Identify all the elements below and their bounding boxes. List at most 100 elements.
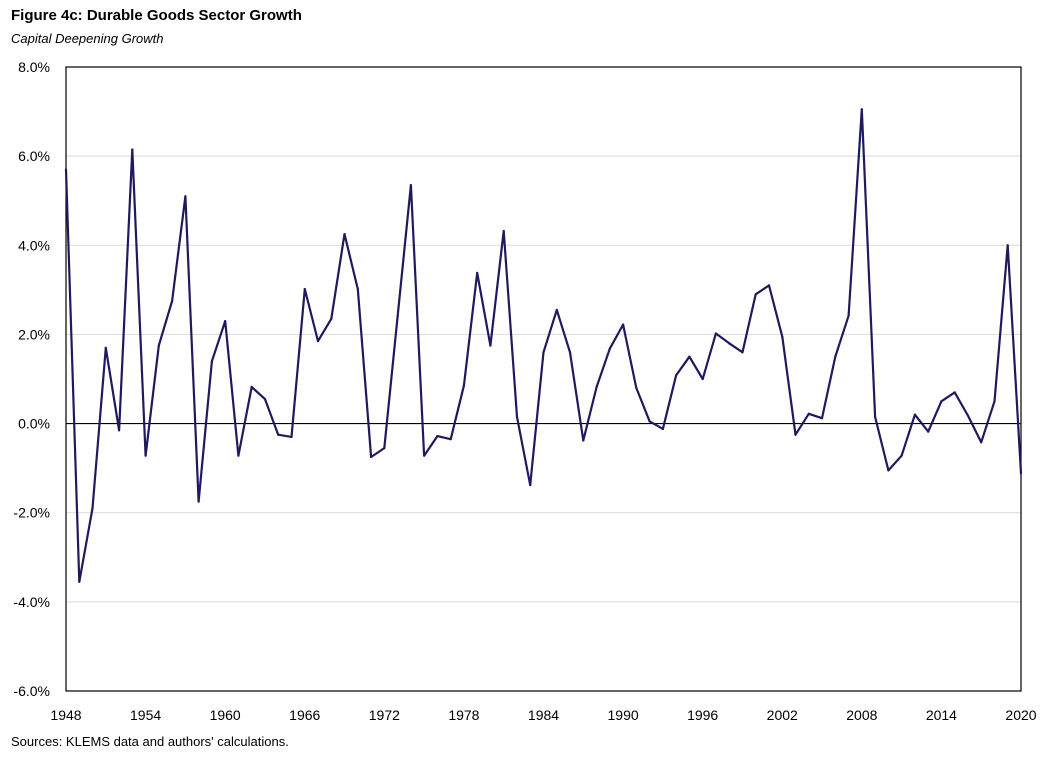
x-tick-label: 1966 [289,707,320,723]
x-tick-label: 2008 [846,707,877,723]
data-point [661,427,664,431]
data-point [396,315,399,318]
chart-subtitle: Capital Deepening Growth [11,31,164,46]
data-point [794,433,797,436]
data-point [741,351,744,354]
y-tick-label: 4.0% [18,237,50,253]
data-point [502,229,505,233]
data-point [595,385,598,389]
data-point [330,317,333,320]
data-point [675,374,678,377]
y-tick-label: -6.0% [13,683,50,699]
data-point [608,347,611,350]
series-line [64,108,1023,583]
data-point [648,420,651,423]
data-point [64,168,68,171]
x-tick-label: 1990 [608,707,639,723]
data-point [131,148,134,151]
data-point [807,412,810,415]
data-point [542,351,545,354]
data-point [157,344,160,347]
data-point [303,287,306,291]
x-tick-label: 1948 [50,707,81,723]
data-point [688,355,691,358]
data-point [927,430,930,433]
x-axis: 1948 1954 1960 1966 1972 1978 1984 1990 1996 2002… [50,707,1036,723]
x-tick-label: 2020 [1005,707,1036,723]
data-point [104,346,107,349]
plot-frame [65,66,1022,692]
x-tick-label: 1972 [369,707,400,723]
data-point [834,355,837,358]
data-point [887,469,890,472]
y-tick-label: 6.0% [18,148,50,164]
data-point [290,435,293,439]
chart-title: Figure 4c: Durable Goods Sector Growth [11,7,302,24]
y-tick-label: -2.0% [13,505,50,521]
x-tick-label: 1954 [130,707,161,723]
data-point [728,342,731,345]
data-point [250,385,253,389]
data-point [449,438,452,441]
data-point [568,351,572,354]
data-point [210,360,214,363]
data-point [635,386,638,390]
source-note: Sources: KLEMS data and authors' calcula… [11,734,289,749]
data-point [369,455,373,459]
data-point [144,454,147,457]
data-point [621,323,625,326]
series-group [64,108,1023,583]
x-tick-label: 1996 [687,707,718,723]
data-point [78,580,81,583]
data-point [555,308,558,312]
data-point [754,293,757,296]
data-point [171,299,174,303]
data-point [436,434,439,438]
data-point [476,271,479,275]
data-point [409,184,412,187]
data-point [237,454,240,457]
data-point [714,332,718,335]
data-point [873,415,877,418]
gridlines [66,155,1021,603]
data-point [701,377,704,381]
y-tick-label: 0.0% [18,416,50,432]
data-point [529,483,532,487]
y-tick-label: -4.0% [13,594,50,610]
data-point [91,507,94,510]
data-point [980,441,983,444]
data-point [1006,244,1009,247]
data-point [263,397,267,401]
data-point [184,195,187,198]
data-point [847,314,850,317]
data-point [277,433,280,436]
data-point [224,319,227,323]
data-point [343,233,346,236]
data-point [383,446,386,450]
data-point [462,384,466,387]
data-point [1019,472,1023,475]
data-point [860,108,863,111]
data-point [940,400,943,403]
x-tick-label: 2014 [926,707,957,723]
y-tick-label: 2.0% [18,326,50,342]
x-tick-label: 1978 [448,707,479,723]
data-point [117,429,121,432]
data-point [781,335,784,338]
data-point [423,454,426,457]
y-tick-label: 8.0% [18,59,50,75]
data-point [953,391,956,394]
data-point [820,417,824,420]
x-tick-label: 1984 [528,707,559,723]
data-point [966,414,970,417]
x-tick-label: 2002 [767,707,798,723]
data-point [767,284,771,287]
data-point [582,439,585,442]
data-point [993,400,996,403]
data-point [356,287,359,291]
data-point [900,454,903,457]
data-point [515,415,519,418]
data-point [316,340,320,343]
x-tick-label: 1960 [210,707,241,723]
